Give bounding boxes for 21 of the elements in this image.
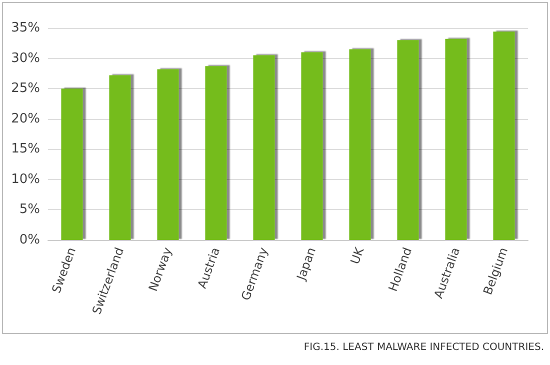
bar xyxy=(349,49,371,240)
y-tick-label: 10% xyxy=(11,172,40,187)
bar xyxy=(157,69,179,240)
x-tick-label: Japan xyxy=(294,246,319,283)
bar xyxy=(493,32,515,240)
bar xyxy=(397,40,419,240)
bar xyxy=(109,75,131,240)
y-tick-label: 30% xyxy=(11,50,40,66)
y-tick-label: 25% xyxy=(11,81,40,96)
y-tick-label: 35% xyxy=(11,20,40,36)
y-tick-label: 5% xyxy=(19,202,40,218)
bar xyxy=(205,66,227,240)
bar xyxy=(445,38,467,240)
y-tick-label: 0% xyxy=(19,232,40,248)
bar xyxy=(61,88,83,240)
bar xyxy=(253,55,275,240)
bar xyxy=(301,52,323,240)
caption: FIG.15. LEAST MALWARE INFECTED COUNTRIES. xyxy=(304,342,544,353)
x-tick-label: UK xyxy=(348,244,367,266)
y-tick-label: 20% xyxy=(11,111,40,126)
y-tick-label: 15% xyxy=(11,142,40,157)
